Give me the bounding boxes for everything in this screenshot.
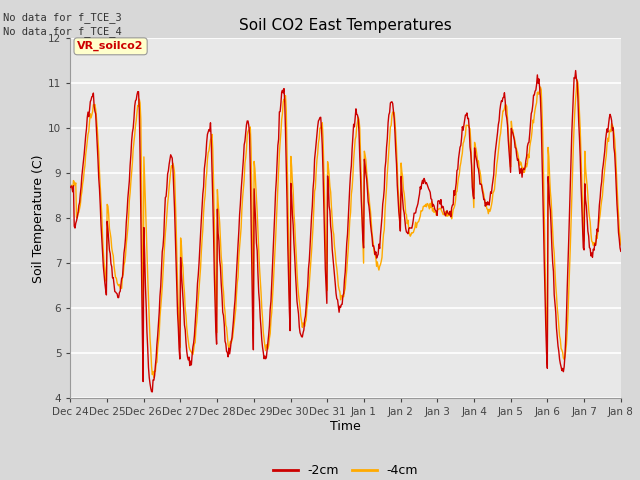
Legend: -2cm, -4cm: -2cm, -4cm [268, 459, 423, 480]
Text: No data for f_TCE_3: No data for f_TCE_3 [3, 12, 122, 23]
Text: No data for f_TCE_4: No data for f_TCE_4 [3, 26, 122, 37]
Title: Soil CO2 East Temperatures: Soil CO2 East Temperatures [239, 18, 452, 33]
Y-axis label: Soil Temperature (C): Soil Temperature (C) [33, 154, 45, 283]
Text: VR_soilco2: VR_soilco2 [77, 41, 144, 51]
X-axis label: Time: Time [330, 420, 361, 433]
